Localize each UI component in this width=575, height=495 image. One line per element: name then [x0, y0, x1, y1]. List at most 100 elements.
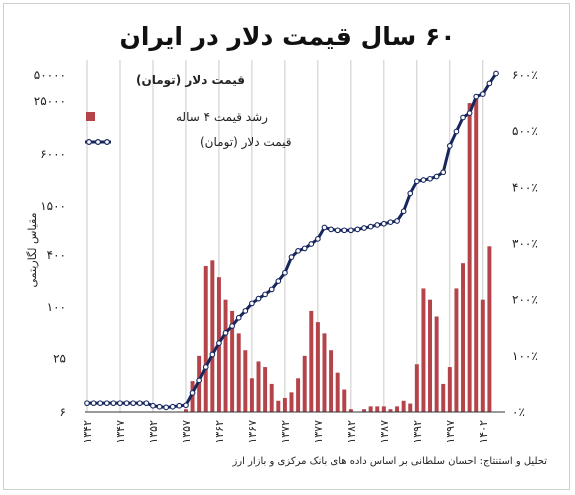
line-point: [394, 218, 400, 224]
line-point: [123, 400, 130, 407]
bar: [210, 260, 215, 412]
x-tick-label: ۱۳۵۲: [147, 420, 160, 444]
bar: [203, 265, 208, 412]
line-point: [97, 400, 104, 407]
bar: [441, 383, 446, 412]
bar: [454, 288, 459, 412]
bar-series: [183, 94, 492, 413]
line-point: [473, 93, 480, 100]
line-point: [374, 222, 381, 228]
line-point: [183, 402, 189, 409]
line-point: [130, 400, 137, 407]
x-tick-label: ۱۳۷۲: [279, 420, 292, 444]
bar: [309, 310, 314, 412]
x-tick-label: ۱۳۹۷: [444, 420, 457, 444]
y-right-tick-label: ۶۰۰٪: [512, 68, 538, 82]
bar: [256, 361, 261, 412]
line-point: [275, 278, 282, 284]
line-point: [433, 173, 440, 180]
bar: [362, 409, 367, 412]
line-point: [176, 402, 183, 409]
line-point: [196, 377, 202, 384]
y-right-tick-label: ۰٪: [512, 405, 525, 419]
bar: [421, 288, 426, 412]
y-left-tick-label: ۱۰۰: [47, 300, 66, 314]
line-point: [387, 219, 394, 226]
line-point: [103, 400, 110, 407]
bar: [408, 403, 413, 412]
x-tick-label: ۱۳۴۲: [81, 420, 94, 444]
line-point: [255, 295, 262, 302]
line-point: [315, 236, 321, 242]
line-point: [189, 390, 196, 396]
line-point: [321, 224, 328, 231]
line-point: [354, 226, 361, 233]
bar: [434, 316, 439, 412]
bar: [223, 299, 228, 412]
line-point: [282, 269, 288, 276]
line-point: [209, 351, 216, 358]
line-point: [90, 400, 97, 407]
line-point: [169, 403, 176, 410]
bar: [461, 263, 465, 412]
chart-title: ۶۰ سال قیمت دلار در ایران: [119, 22, 456, 51]
line-point: [479, 91, 486, 97]
bar: [335, 372, 340, 412]
line-point: [486, 80, 493, 87]
grid-lines: [86, 60, 484, 412]
bar: [289, 392, 294, 412]
bar: [236, 333, 241, 412]
line-point: [334, 227, 341, 234]
y-right-tick-label: ۳۰۰٪: [512, 237, 538, 251]
y-left-tick-label: ۴۰۰: [47, 248, 66, 262]
bar: [276, 400, 281, 412]
bar: [269, 383, 274, 412]
legend-line-marker: [94, 139, 101, 146]
line-point: [341, 227, 348, 234]
line-point: [301, 245, 308, 252]
line-point: [308, 241, 315, 247]
x-tick-label: ۱۳۸۲: [345, 420, 358, 444]
x-tick-label: ۱۳۸۷: [378, 420, 391, 444]
axis-ticks: ۱۳۴۲ ۱۳۴۷ ۱۳۵۲ ۱۳۵۷ ۱۳۶۲ ۱۳۶۷ ۱۳۷۲ ۱۳۷۷ ۱۳۸۲ ۱۳۸۷…: [34, 68, 538, 444]
line-point: [328, 226, 334, 233]
line-point: [367, 223, 374, 230]
line-point: [407, 190, 414, 197]
legend-bar-swatch: [86, 112, 95, 121]
bar: [282, 397, 287, 412]
bar: [322, 333, 327, 412]
line-point: [242, 308, 249, 314]
bar: [197, 355, 202, 412]
line-point: [381, 220, 387, 227]
line-point: [216, 340, 222, 346]
y-left-tick-label: ۲۵۰۰۰: [34, 94, 66, 108]
line-point: [235, 314, 242, 321]
bar: [428, 299, 433, 412]
y-right-tick-label: ۲۰۰٪: [512, 293, 538, 307]
line-point: [460, 114, 466, 121]
bar: [487, 246, 492, 412]
bar: [395, 406, 400, 412]
legend-line-marker: [85, 139, 92, 146]
line-point: [84, 400, 90, 407]
x-tick-label: ۱۴۰۲: [477, 420, 490, 444]
line-point: [466, 110, 473, 116]
line-series: [84, 70, 499, 411]
bar: [474, 94, 479, 413]
bar: [375, 406, 380, 412]
x-tick-label: ۱۳۵۷: [180, 420, 193, 444]
line-point: [110, 400, 117, 407]
bar: [296, 378, 301, 412]
line-point: [400, 208, 407, 215]
line-point: [493, 70, 499, 77]
bar: [414, 364, 419, 412]
line-point: [361, 225, 367, 231]
line-point: [202, 364, 209, 370]
source-line: تحلیل و استنتاج: احسان سلطانی بر اساس دا…: [232, 456, 547, 467]
bar: [315, 322, 320, 412]
line-point: [163, 404, 170, 411]
bar: [447, 367, 452, 412]
line-point: [453, 128, 460, 135]
x-tick-label: ۱۳۶۲: [213, 420, 226, 444]
